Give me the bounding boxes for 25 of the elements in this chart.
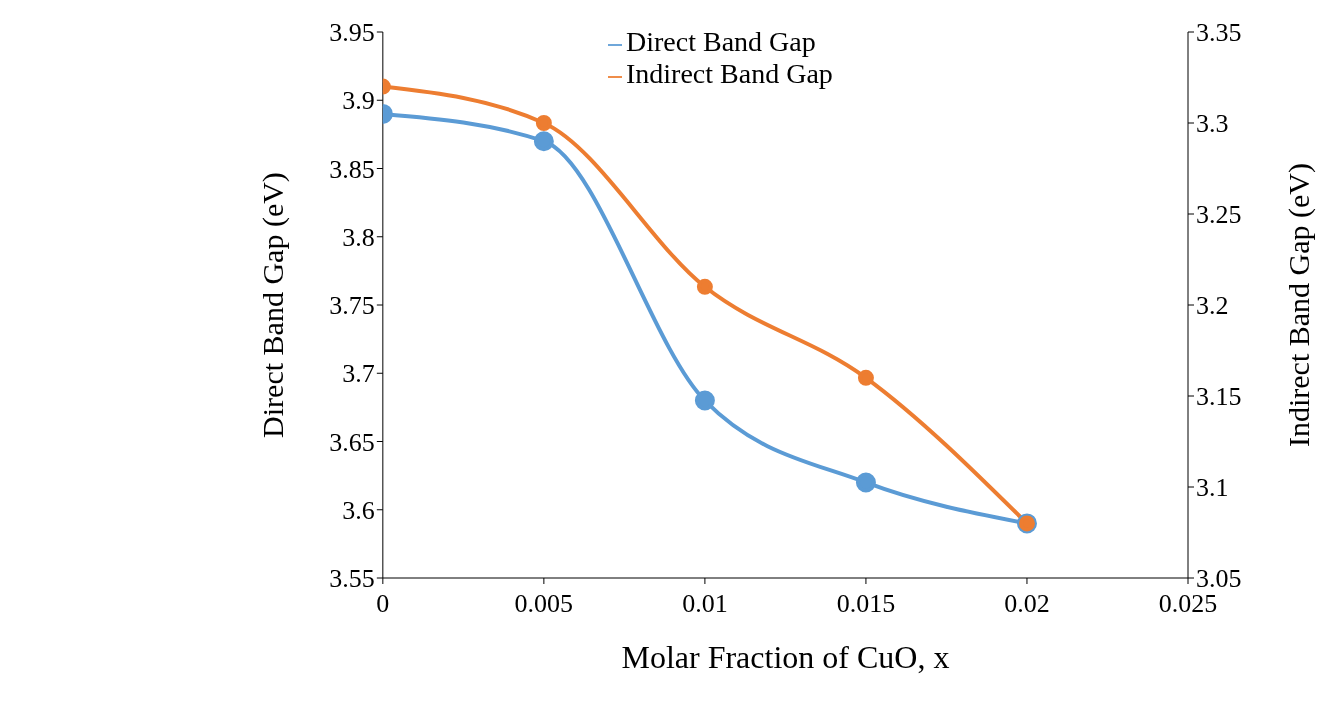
y-tick-label: 3.95 [329,18,375,48]
y2-tick-label: 3.1 [1196,473,1229,503]
y-tick-label: 3.85 [329,154,375,184]
y-axis-title: Direct Band Gap (eV) [256,172,291,438]
legend-label: Indirect Band Gap [626,58,833,89]
y-tick-label: 3.9 [342,86,375,116]
y-tick-label: 3.55 [329,564,375,594]
x-tick-label: 0.02 [1004,589,1050,619]
x-tick-label: 0.01 [682,589,728,619]
y-tick-label: 3.8 [342,222,375,252]
y2-tick-label: 3.35 [1196,18,1242,48]
y2-tick-label: 3.3 [1196,109,1229,139]
x-tick-label: 0.005 [514,589,574,619]
x-axis-title: Molar Fraction of CuO, x [621,639,950,675]
y2-axis-title: Indirect Band Gap (eV) [1281,162,1316,448]
x-tick-label: 0.015 [836,589,896,619]
y-tick-label: 3.65 [329,427,375,457]
y2-tick-label: 3.15 [1196,382,1242,412]
y-tick-label: 3.75 [329,291,375,321]
y2-tick-label: 3.25 [1196,200,1242,230]
x-tick-label: 0 [376,589,390,619]
y-tick-label: 3.7 [342,359,375,389]
y-tick-label: 3.6 [342,495,375,525]
y2-tick-label: 3.2 [1196,291,1229,321]
legend-label: Direct Band Gap [626,26,816,57]
